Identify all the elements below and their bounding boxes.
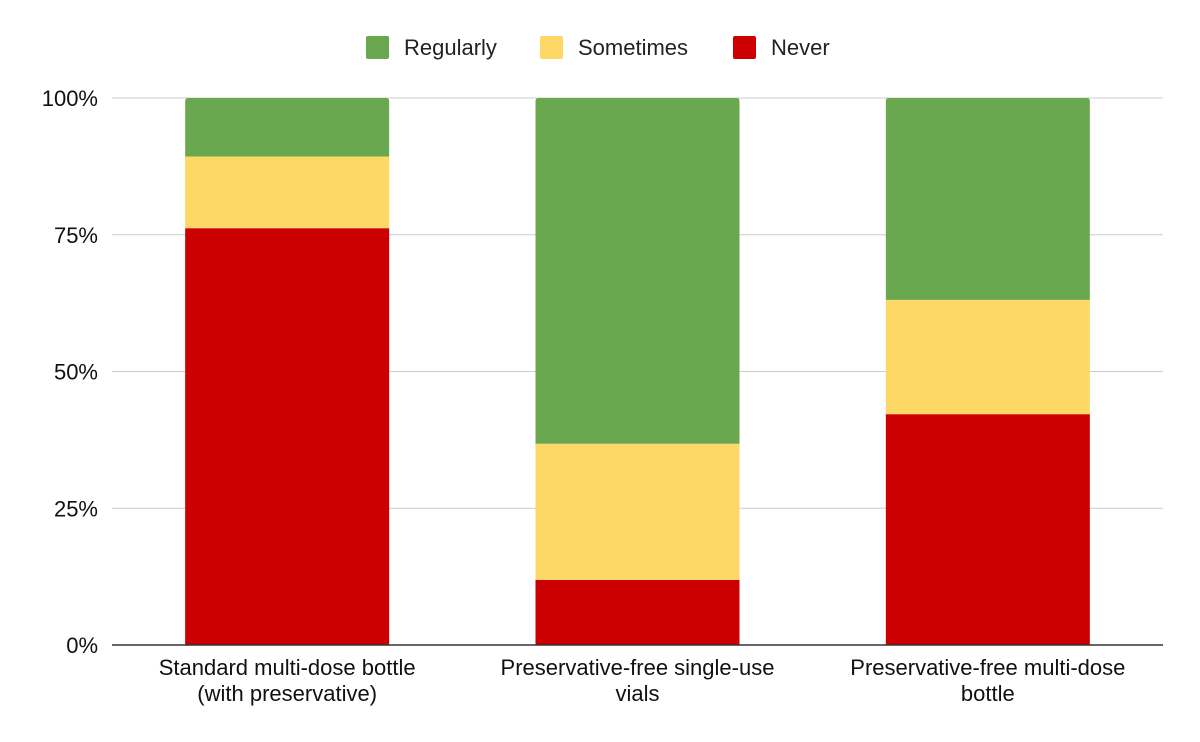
bar-segment-sometimes [885, 299, 1090, 415]
x-category-label: Preservative-free single-use [501, 655, 775, 680]
bar-segment-never [885, 414, 1090, 645]
bars [185, 98, 1090, 645]
bar-segment-regularly [885, 98, 1090, 300]
x-category-label: bottle [961, 681, 1015, 706]
legend-swatch-regularly [366, 36, 389, 59]
x-category-label: (with preservative) [197, 681, 377, 706]
y-tick-label: 0% [66, 633, 98, 658]
x-category-label: vials [615, 681, 659, 706]
x-category-label: Preservative-free multi-dose [850, 655, 1125, 680]
bar-segment-sometimes [185, 156, 390, 229]
bar-segment-never [185, 228, 390, 645]
x-category-label: Standard multi-dose bottle [159, 655, 416, 680]
legend-label-never: Never [771, 35, 830, 60]
bar-segment-regularly [185, 98, 390, 157]
y-tick-label: 50% [54, 360, 98, 385]
bar-segment-never [535, 579, 740, 645]
legend-swatch-sometimes [540, 36, 563, 59]
y-tick-label: 75% [54, 223, 98, 248]
bar-segment-sometimes [535, 443, 740, 580]
y-tick-label: 100% [42, 86, 98, 111]
legend-label-regularly: Regularly [404, 35, 497, 60]
legend-swatch-never [733, 36, 756, 59]
y-tick-label: 25% [54, 496, 98, 521]
axes: 0% 25% 50% 75% 100% Standard multi-dose bottl… [42, 86, 1163, 706]
legend-label-sometimes: Sometimes [578, 35, 688, 60]
legend: Regularly Sometimes Never [366, 35, 830, 60]
bar-segment-regularly [535, 98, 740, 444]
